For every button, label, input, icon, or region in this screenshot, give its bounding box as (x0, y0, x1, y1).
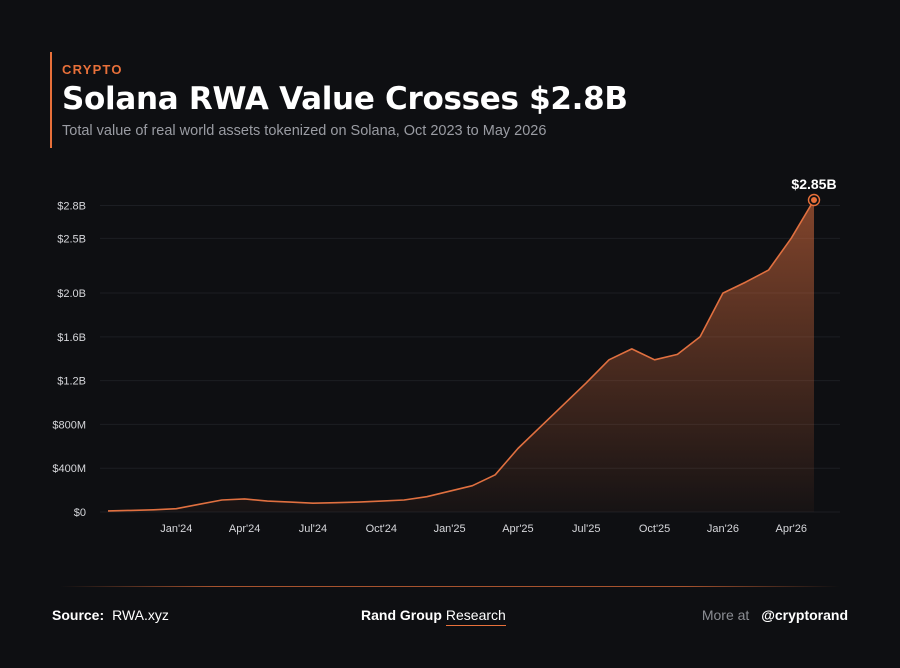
header: CRYPTO Solana RWA Value Crosses $2.8B To… (50, 52, 628, 148)
y-tick-label: $0 (74, 507, 86, 519)
x-tick-label: Jul'24 (299, 523, 327, 535)
series-area (108, 200, 814, 512)
x-tick-label: Jan'24 (160, 523, 192, 535)
handle-link[interactable]: @cryptorand (761, 607, 848, 623)
y-tick-label: $1.2B (57, 376, 86, 388)
grid-lines (100, 204, 840, 513)
x-axis: Jan'24 Apr'24 Jul'24 Oct'24 Jan'25 Apr'25 Jul'… (160, 523, 807, 535)
series-layer (107, 199, 815, 512)
chart-subtitle: Total value of real world assets tokeniz… (62, 123, 547, 139)
peak-value-label: $2.85B (791, 176, 836, 192)
chart-title: Solana RWA Value Crosses $2.8B (62, 81, 628, 117)
brand-name: Rand Group (361, 607, 442, 623)
footer-source: Source: RWA.xyz (52, 607, 169, 623)
series-line (107, 199, 815, 512)
y-tick-label: $800M (52, 419, 86, 431)
y-tick-label: $2.5B (57, 233, 86, 245)
x-tick-label: Jan'26 (707, 523, 739, 535)
x-tick-label: Oct'25 (639, 523, 670, 535)
source-value: RWA.xyz (112, 607, 169, 623)
x-tick-label: Jul'25 (572, 523, 600, 535)
x-tick-label: Apr'25 (502, 523, 533, 535)
y-tick-label: $400M (52, 463, 86, 475)
y-tick-label: $2.0B (57, 288, 86, 300)
source-label: Source: (52, 607, 105, 623)
more-at: More at @cryptorand (702, 607, 848, 623)
y-axis: $0 $400M $800M $1.2B $1.6B $2.0B $2.5B $2.8B (52, 200, 86, 519)
x-tick-label: Jan'25 (434, 523, 466, 535)
brand-suffix: Research (445, 607, 506, 626)
more-label: More at (701, 607, 750, 623)
annotation-layer: $2.85B (791, 176, 837, 207)
y-tick-label: $1.6B (57, 332, 86, 344)
peak-marker (811, 197, 817, 203)
x-tick-label: Oct'24 (366, 523, 397, 535)
brand: Rand Group Research (361, 607, 506, 626)
y-tick-label: $2.8B (57, 200, 86, 212)
x-tick-label: Apr'26 (775, 523, 806, 535)
footer-divider (60, 586, 840, 587)
category-kicker: CRYPTO (62, 62, 123, 77)
x-tick-label: Apr'24 (229, 523, 260, 535)
area-chart: $0 $400M $800M $1.2B $1.6B $2.0B $2.5B $2.8B Ja… (52, 176, 840, 535)
